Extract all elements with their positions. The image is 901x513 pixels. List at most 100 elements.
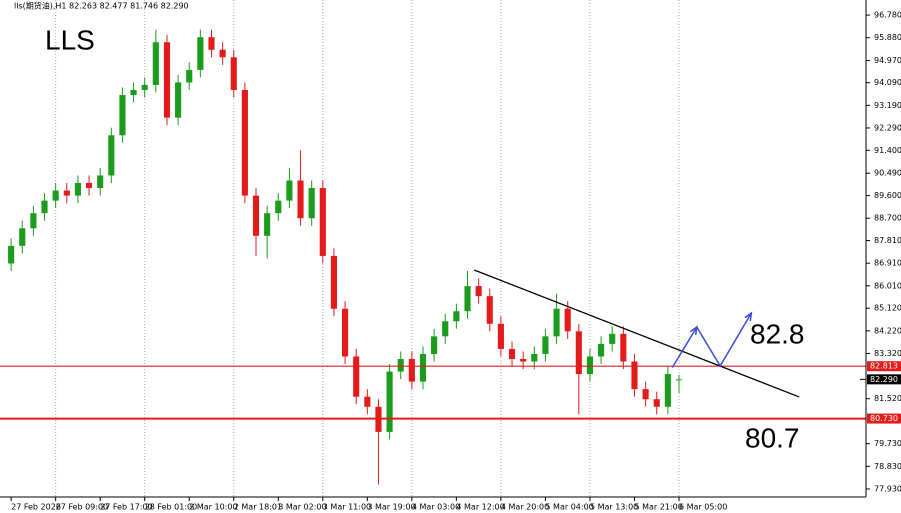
candle-body <box>486 296 493 324</box>
candle-body <box>52 190 59 201</box>
candle-body <box>475 286 482 297</box>
candle-body <box>531 353 538 362</box>
candle-body <box>653 399 660 407</box>
candle-body <box>397 358 404 372</box>
candle-body <box>620 333 627 362</box>
candle-body <box>319 188 326 256</box>
x-tick-label: 2 Mar 10:00 <box>189 503 237 512</box>
candle-body <box>675 379 683 381</box>
candle-body <box>230 57 237 90</box>
y-tick-label: 96.780 <box>874 11 901 20</box>
candle-body <box>464 286 471 312</box>
candle-body <box>664 374 671 407</box>
candle-body <box>74 183 81 196</box>
candle-body <box>30 213 37 229</box>
x-tick-label: 27 Feb 2026 <box>11 503 61 512</box>
candle-body <box>442 321 449 337</box>
candle-body <box>8 245 15 264</box>
arrow-head <box>689 325 698 336</box>
grid <box>10 0 870 501</box>
x-tick-label: 4 Mar 20:00 <box>501 503 549 512</box>
candle-body <box>542 336 549 354</box>
y-tick-label: 86.010 <box>874 281 901 290</box>
candle-body <box>252 195 260 236</box>
y-tick-label: 88.700 <box>874 214 901 223</box>
y-tick-label: 79.730 <box>874 439 901 448</box>
candle-body <box>609 333 616 344</box>
last-price-tag <box>867 374 901 385</box>
candle-body <box>241 89 248 196</box>
y-tick-label: 86.910 <box>874 259 901 268</box>
arrow-head <box>744 311 753 322</box>
candle-body <box>642 389 649 400</box>
y-tick-label: 92.290 <box>874 123 901 132</box>
x-tick-label: 5 Mar 13:00 <box>590 503 638 512</box>
candle-body <box>85 183 93 189</box>
candle-body <box>598 343 605 357</box>
x-tick-label: 28 Feb 01:00 <box>145 503 197 512</box>
x-tick-label: 3 Mar 19:00 <box>367 503 415 512</box>
x-tick-label: 4 Mar 12:00 <box>456 503 504 512</box>
candle-body <box>564 308 571 332</box>
candle-body <box>631 361 638 390</box>
candle-body <box>553 308 560 337</box>
x-tick-label: 4 Mar 03:00 <box>412 503 460 512</box>
y-tick-label: 89.600 <box>874 191 901 200</box>
annotation: 80.7 <box>745 422 800 453</box>
candle-body <box>330 255 337 309</box>
y-tick-label: 94.970 <box>874 56 901 65</box>
y-tick-label: 81.520 <box>874 394 901 403</box>
candle-body <box>130 89 137 96</box>
annotation: 82.8 <box>750 318 805 349</box>
candle-body <box>453 311 460 322</box>
y-tick-label: 77.930 <box>874 484 901 493</box>
candle-body <box>497 323 504 349</box>
y-tick-label: 78.830 <box>874 462 901 471</box>
candle-body <box>520 358 527 362</box>
candle-body <box>342 308 349 357</box>
x-tick-label: 6 Mar 05:00 <box>679 503 727 512</box>
candle-body <box>175 82 182 118</box>
candle-body <box>208 37 215 50</box>
x-tick-label: 5 Mar 21:00 <box>634 503 682 512</box>
level-label: 82.813 <box>870 362 898 371</box>
candle-body <box>97 175 104 189</box>
candle-body <box>108 135 115 176</box>
y-tick-label: 94.090 <box>874 78 901 87</box>
y-tick-label: 90.490 <box>874 169 901 178</box>
x-tick-label: 27 Feb 09:00 <box>56 503 108 512</box>
level-tag <box>867 413 901 424</box>
level-label: 80.730 <box>870 414 898 423</box>
trendline <box>473 269 800 398</box>
y-tick-label: 83.320 <box>874 349 901 358</box>
candle-body <box>41 200 48 214</box>
candle-body <box>364 396 371 407</box>
header: lls(期货油),H1 82.263 82.477 81.746 82.290 <box>14 1 189 11</box>
candle-body <box>586 356 594 375</box>
y-tick-label: 91.400 <box>874 146 901 155</box>
candle-body <box>197 37 204 70</box>
x-tick-label: 3 Mar 11:00 <box>323 503 371 512</box>
y-tick-label: 84.220 <box>874 326 901 335</box>
candle-body <box>219 49 226 58</box>
candle-body <box>141 84 148 90</box>
candle-body <box>431 336 438 354</box>
plot <box>0 29 866 485</box>
candle-body <box>508 348 516 359</box>
x-tick-label: 5 Mar 04:00 <box>545 503 593 512</box>
candle-body <box>386 371 393 432</box>
candle-body <box>275 200 282 214</box>
projection-path <box>671 312 752 368</box>
candle-body <box>575 331 582 375</box>
candle-body <box>286 180 293 201</box>
candle-body <box>353 356 360 397</box>
y-tick-label: 95.880 <box>874 33 901 42</box>
candle-body <box>119 95 126 136</box>
candle-body <box>19 228 26 246</box>
candle-body <box>308 188 315 219</box>
candle-body <box>297 180 304 219</box>
candle-body <box>419 353 427 382</box>
x-tick-label: 2 Mar 18:01 <box>234 503 282 512</box>
y-tick-label: 85.120 <box>874 304 901 313</box>
